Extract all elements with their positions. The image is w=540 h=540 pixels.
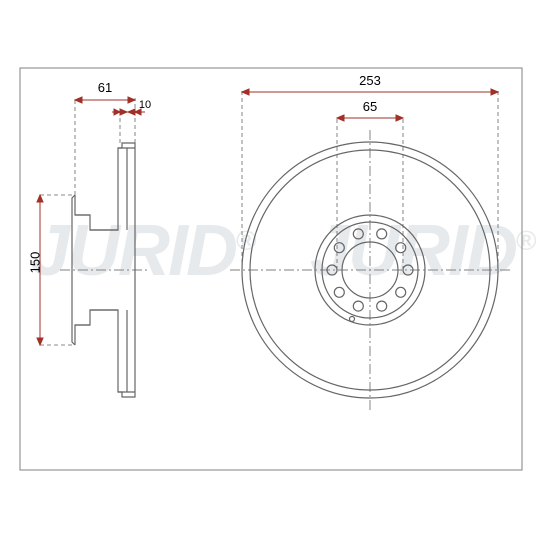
dim-10-label: 10 [136,99,154,111]
dim-61-label: 61 [95,80,115,95]
side-ext-lines [38,98,135,345]
locating-pin [350,317,355,322]
dim-61 [75,97,135,103]
frame-rect [20,68,522,470]
side-view [60,143,150,397]
front-view [230,130,510,410]
drawing-canvas [0,0,540,540]
dim-150-label: 150 [28,248,43,278]
dim-65-label: 65 [360,99,380,114]
dim-65 [337,115,403,121]
dim-253 [242,89,498,95]
dim-253-label: 253 [355,73,385,88]
